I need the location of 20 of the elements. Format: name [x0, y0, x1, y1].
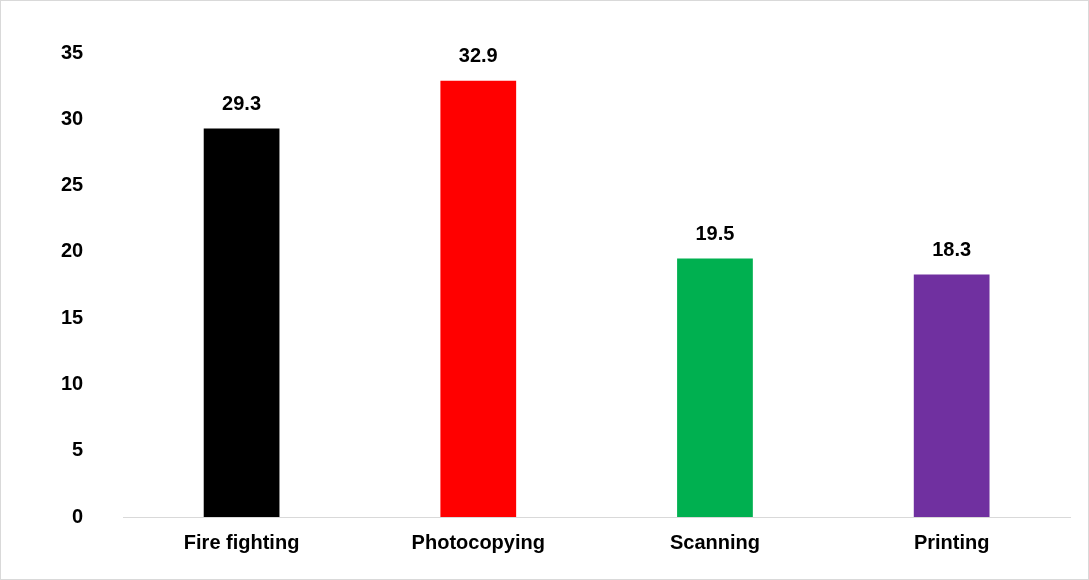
y-tick-label: 15 — [61, 305, 84, 328]
bar — [913, 274, 990, 517]
x-tick-label: Scanning — [669, 530, 760, 553]
y-tick-label: 10 — [61, 371, 84, 394]
y-tick-label: 30 — [61, 106, 84, 129]
data-label: 19.5 — [695, 222, 735, 244]
y-tick-label: 25 — [61, 173, 84, 196]
bar — [203, 128, 280, 517]
x-tick-label: Photocopying — [411, 530, 545, 553]
data-label: 29.3 — [222, 92, 262, 115]
bar — [440, 80, 517, 517]
x-tick-label: Printing — [913, 530, 990, 553]
y-tick-label: 5 — [72, 438, 84, 461]
y-tick-label: 35 — [61, 40, 84, 63]
data-label: 32.9 — [458, 44, 498, 67]
bar — [677, 258, 753, 517]
y-tick-label: 0 — [72, 504, 84, 527]
x-tick-label: Fire fighting — [183, 530, 300, 553]
y-tick-label: 20 — [61, 239, 84, 262]
data-label: 18.3 — [932, 237, 972, 260]
